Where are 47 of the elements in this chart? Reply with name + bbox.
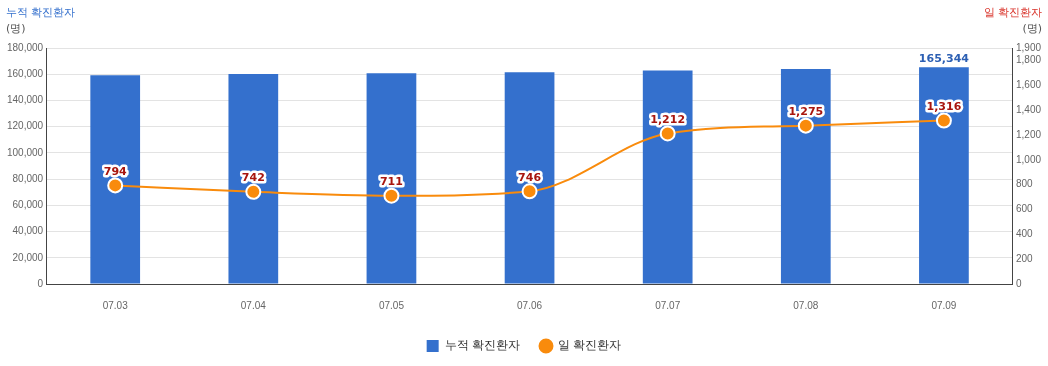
y2-tick-label: 400	[1015, 228, 1034, 240]
y2-tick-label: 800	[1015, 178, 1034, 190]
y2-axis-title: 일 확진환자 (명)	[983, 6, 1042, 36]
y2-tick-label: 1,400	[1015, 103, 1042, 115]
point	[935, 112, 952, 129]
x-tick-label: 07.07	[655, 299, 681, 311]
y2-tick-label: 1,800	[1015, 54, 1042, 66]
x-tick-label: 07.05	[378, 299, 405, 311]
y-tick-label: 180,000	[6, 41, 44, 53]
data-label: 742	[241, 171, 265, 185]
y2-tick-label: 200	[1015, 252, 1034, 264]
point	[107, 177, 124, 194]
y2-tick-label: 1,200	[1015, 128, 1042, 140]
data-label: 1,212	[650, 112, 686, 126]
legend-label: 일 확진환자	[558, 338, 622, 353]
data-label: 711	[379, 175, 403, 189]
y-tick-label: 140,000	[6, 94, 44, 106]
point	[521, 183, 538, 200]
y2-tick-label: 0	[1015, 277, 1022, 289]
x-tick-label: 07.08	[793, 299, 819, 311]
point	[383, 187, 400, 204]
y-tick-label: 100,000	[6, 146, 44, 158]
y-tick-label: 80,000	[12, 172, 44, 184]
y2-tick-label: 1,000	[1015, 153, 1042, 165]
y2-tick-label: 1,600	[1015, 79, 1042, 91]
y-tick-label: 20,000	[12, 251, 44, 263]
y-tick-label: 60,000	[12, 199, 44, 211]
legend-label: 누적 확진환자	[444, 338, 521, 353]
point	[797, 117, 814, 134]
data-label: 794	[103, 164, 128, 178]
y-tick-label: 0	[37, 277, 44, 289]
point	[659, 125, 676, 142]
y-tick-label: 120,000	[6, 120, 44, 132]
y2-tick-label: 600	[1015, 203, 1034, 215]
data-label: 165,344	[918, 51, 970, 65]
y-axis-title: 누적 확진환자 (명)	[6, 6, 76, 36]
data-label: 1,275	[788, 104, 824, 118]
x-tick-label: 07.06	[517, 299, 543, 311]
y-tick-label: 40,000	[12, 225, 44, 237]
y-tick-label: 160,000	[6, 67, 44, 79]
x-tick-label: 07.04	[240, 299, 267, 311]
data-label: 1,316	[926, 99, 962, 113]
x-tick-label: 07.09	[931, 299, 957, 311]
data-label: 746	[518, 170, 542, 184]
point	[245, 183, 262, 200]
x-tick-label: 07.03	[102, 299, 129, 311]
y2-tick-label: 1,900	[1015, 41, 1042, 53]
